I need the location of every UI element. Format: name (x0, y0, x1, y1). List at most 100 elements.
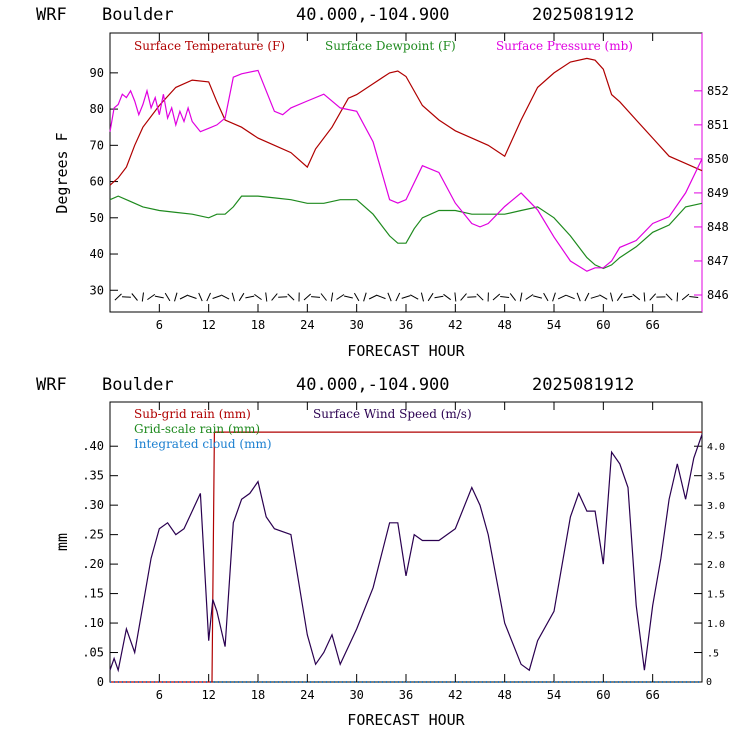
legend-pressure: Surface Pressure (mb) (496, 39, 633, 53)
wind-barb (387, 292, 392, 302)
panel2-y2tick-label: 2.5 (707, 531, 725, 542)
panel2-y2tick-label: 3.5 (707, 472, 725, 483)
panel1-plot-frame (109, 32, 703, 313)
panel1-ytick-label: 80 (90, 102, 104, 116)
series-surface-wind-speed-m-s (109, 434, 703, 673)
panel2-ylabel: mm (53, 533, 71, 551)
wind-barb (320, 293, 327, 301)
wind-barb (220, 294, 230, 300)
panel1-y2tick-label: 850 (707, 152, 729, 166)
panel1-ytick-label: 30 (90, 283, 104, 297)
wind-barb (525, 294, 534, 300)
panel2-xtick-label: 12 (201, 688, 215, 702)
panel1-y2tick-label: 851 (707, 118, 729, 132)
wind-barb (632, 293, 641, 301)
panel1-y2tick-label: 852 (707, 84, 729, 98)
panel1-ytick-label: 90 (90, 66, 104, 80)
legend-subgrid-rain: Sub-grid rain (mm) (134, 407, 251, 421)
wind-barb (576, 292, 581, 302)
panel2-ytick-label: .20 (82, 557, 104, 571)
panel2-y2tick-label: 1.5 (707, 590, 725, 601)
wind-barb (368, 294, 378, 300)
wind-barb (121, 296, 131, 298)
panel2-xtick-label: 18 (251, 688, 265, 702)
wind-barb (376, 294, 386, 300)
panel2-xtick-label: 6 (156, 688, 163, 702)
wind-barb (212, 295, 222, 299)
wind-barb (552, 292, 556, 302)
panel2-series (109, 431, 703, 683)
panel2-coords: 40.000,-104.900 (296, 375, 450, 395)
panel2-xtick-label: 66 (645, 688, 659, 702)
wind-barb (187, 295, 197, 299)
panel2-location: Boulder (102, 375, 174, 395)
series-surface-temperature-f (109, 57, 703, 186)
panel2-ytick-label: .25 (82, 528, 104, 542)
wind-barb (206, 292, 211, 302)
wind-barb (131, 293, 138, 301)
panel1-xtick-label: 24 (300, 318, 314, 332)
wind-barb (141, 292, 144, 302)
wind-barb (460, 293, 467, 301)
panel2-ytick-label: 0 (97, 675, 104, 689)
wind-barb (395, 292, 401, 302)
panel2-run: 2025081912 (532, 375, 634, 395)
legend-dewpoint: Surface Dewpoint (F) (325, 39, 456, 53)
wind-barb (147, 293, 156, 301)
wind-barb (420, 292, 424, 302)
wind-barb (689, 296, 699, 298)
wind-barb (336, 294, 345, 300)
panel1-y2tick-label: 847 (707, 254, 729, 268)
panel2-model: WRF (36, 375, 67, 395)
wind-barb (681, 293, 690, 301)
panel2-y2tick-label: 3.0 (707, 501, 725, 512)
wind-barb (610, 292, 614, 302)
wind-barb (476, 293, 484, 301)
wind-barb (238, 292, 245, 302)
wind-barb (454, 292, 457, 302)
series-sub-grid-rain-mm (110, 431, 702, 683)
wind-barb (509, 293, 516, 301)
wind-barb (363, 292, 367, 302)
wind-barb (164, 292, 171, 302)
panel1-xtick-label: 18 (251, 318, 265, 332)
panel2-xtick-label: 48 (497, 688, 511, 702)
panel1-y2tick-label: 848 (707, 220, 729, 234)
wind-barb (665, 293, 673, 301)
panel2-ticks: 6 12 18 24 30 36 42 48 54 60 66 .05 .10 .15 .20 .25 .30.… (82, 402, 725, 702)
panel1-xlabel: FORECAST HOUR (347, 342, 465, 360)
panel2-ytick-label: .05 (82, 646, 104, 660)
panel2-xtick-label: 30 (349, 688, 363, 702)
panel2-y2tick-label: 2.0 (707, 560, 725, 571)
panel1-xtick-label: 66 (645, 318, 659, 332)
wind-barb (311, 296, 321, 298)
wind-barb (623, 295, 633, 299)
panel1-xtick-label: 36 (399, 318, 413, 332)
panel1-ytick-label: 40 (90, 247, 104, 261)
series-surface-pressure-mb (109, 69, 703, 272)
wind-barb (676, 292, 679, 302)
wind-barb (179, 294, 189, 300)
legend-gridscale-rain: Grid-scale rain (mm) (134, 422, 260, 436)
panel2-ytick-label: .40 (82, 439, 104, 453)
wind-barb (566, 294, 575, 300)
wind-barb (265, 292, 268, 302)
panel2-y2tick-label: 0 (706, 677, 712, 688)
legend-temperature: Surface Temperature (F) (134, 39, 285, 53)
panel1-xtick-label: 42 (448, 318, 462, 332)
wind-barb (410, 294, 419, 300)
panel2-y2tick-label: .5 (707, 649, 719, 660)
wind-barb (330, 292, 334, 302)
wind-barb (303, 293, 312, 301)
wind-barb (353, 292, 360, 302)
panel1-model: WRF (36, 5, 67, 25)
panel1-series (109, 57, 703, 272)
panel2-xtick-label: 60 (596, 688, 610, 702)
panel1-ytick-label: 70 (90, 138, 104, 152)
panel2-xtick-label: 24 (300, 688, 314, 702)
panel2-y2tick-label: 4.0 (707, 442, 725, 453)
wind-barb (643, 292, 646, 302)
wind-barb (427, 292, 434, 302)
wind-barb (500, 296, 510, 298)
